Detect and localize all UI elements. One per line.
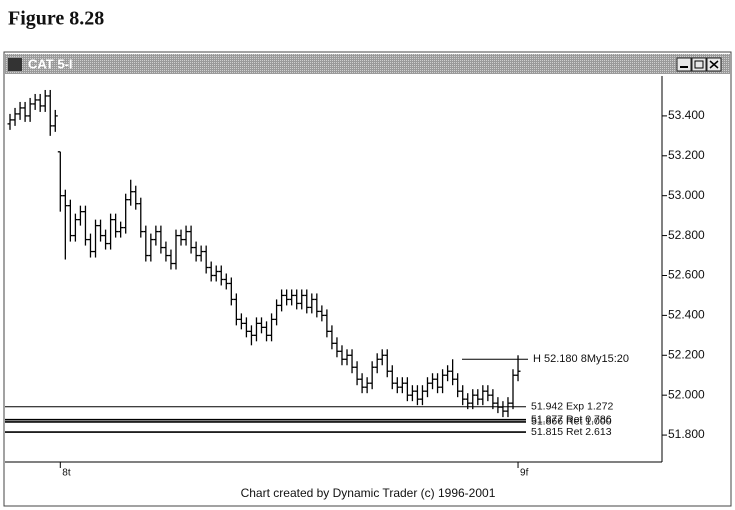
level-label: 51.877 Ret 0.786	[531, 413, 612, 425]
level-label: 51.942 Exp 1.272	[531, 401, 613, 413]
y-tick-label: 51.800	[668, 427, 705, 441]
figure-label: Figure 8.28	[8, 8, 104, 30]
window	[3, 51, 732, 507]
y-tick-label: 52.200	[668, 347, 705, 361]
y-tick-label: 52.000	[668, 387, 705, 401]
y-tick-label: 52.400	[668, 308, 705, 322]
y-tick-label: 53.400	[668, 108, 705, 122]
high-marker-label: H 52.180 8My15:20	[533, 353, 629, 365]
maximize-glyph	[694, 60, 704, 69]
window-buttons[interactable]	[676, 57, 722, 72]
close-glyph	[709, 60, 719, 69]
x-tick-label: 8t	[62, 468, 71, 479]
window-icon	[8, 58, 22, 71]
footer: Chart created by Dynamic Trader (c) 1996…	[241, 486, 496, 500]
level-label: 51.866 Ret 1.000	[531, 416, 612, 428]
y-tick-label: 52.800	[668, 228, 705, 242]
window-title: CAT 5-I	[28, 56, 73, 71]
level-label: 51.815 Ret 2.613	[531, 426, 612, 438]
x-tick-label: 9f	[520, 468, 529, 479]
title-bar	[5, 54, 730, 74]
y-tick-label: 52.600	[668, 268, 705, 282]
maximize-button[interactable]	[691, 57, 707, 72]
y-tick-label: 53.000	[668, 188, 705, 202]
y-tick-label: 53.200	[668, 148, 705, 162]
minimize-button[interactable]	[676, 57, 692, 72]
